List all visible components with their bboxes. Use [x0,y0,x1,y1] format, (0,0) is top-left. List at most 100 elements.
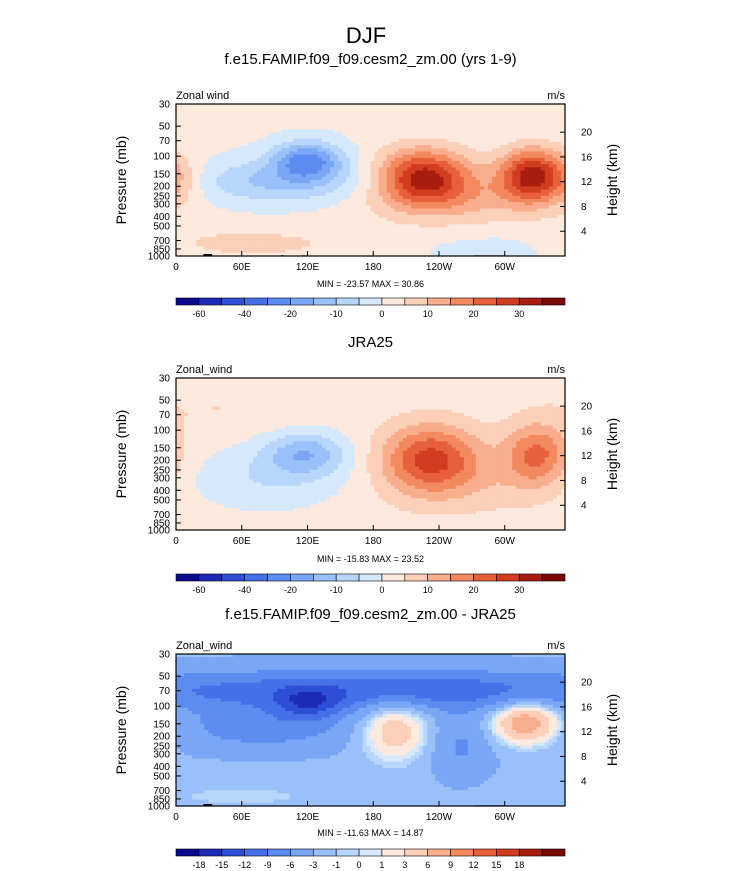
contour-cell [180,107,185,111]
contour-cell [338,186,343,191]
contour-cell [224,176,230,181]
contour-cell [536,164,542,168]
contour-cell [451,202,457,206]
contour-cell [415,154,420,159]
y-tick-label: 500 [153,221,170,232]
contour-cell [382,208,388,213]
contour-cell [471,246,477,251]
contour-cell [297,132,303,137]
contour-cell [423,252,428,257]
contour-cell [188,180,193,184]
contour-cell [415,157,420,162]
contour-cell [329,138,335,143]
contour-cell [415,208,420,213]
contour-cell [524,161,530,165]
contour-cell [232,104,238,108]
contour-cell [176,161,181,165]
contour-cell [301,104,307,108]
contour-cell [467,135,473,140]
contour-cell [500,164,505,168]
contour-cell [552,252,558,257]
contour-cell [471,135,477,140]
contour-cell [216,252,222,257]
contour-cell [532,211,538,216]
contour-cell [176,148,181,153]
contour-cell [350,119,355,124]
contour-cell [350,154,355,159]
contour-cell [431,208,436,213]
contour-cell [342,129,347,134]
contour-cell [439,126,445,130]
contour-cell [334,176,339,181]
contour-cell [277,252,282,257]
contour-cell [244,132,250,137]
contour-cell [228,157,234,162]
contour-cell [459,214,465,219]
contour-cell [309,230,315,235]
contour-cell [289,186,295,191]
contour-cell [443,154,449,159]
contour-cell [552,249,558,254]
contour-cell [483,249,489,254]
contour-cell [248,192,254,197]
contour-cell [463,199,469,203]
contour-cell [463,249,469,254]
contour-cell [273,246,278,251]
contour-cell [402,205,408,210]
contour-cell [374,199,380,203]
contour-cell [540,142,546,146]
contour-cell [224,119,230,124]
contour-cell [556,161,562,165]
contour-cell [244,233,250,238]
contour-cell [475,246,481,251]
contour-cell [309,116,315,121]
contour-cell [208,113,214,118]
contour-cell [475,135,481,140]
contour-cell [504,176,509,181]
contour-cell [467,186,473,191]
contour-cell [200,157,205,162]
contour-cell [200,199,205,203]
contour-cell [556,199,562,203]
contour-cell [544,116,550,121]
contour-cell [277,249,282,254]
contour-cell [483,211,489,216]
contour-cell [196,246,201,251]
contour-cell [524,384,530,389]
contour-cell [451,246,457,251]
contour-cell [208,116,214,121]
contour-cell [443,208,449,213]
contour-cell [273,195,278,200]
contour-cell [184,154,189,159]
contour-cell [240,221,246,225]
contour-cell [471,195,477,200]
contour-cell [552,164,558,168]
contour-cell [265,138,270,143]
contour-cell [216,243,222,248]
contour-cell [313,154,319,159]
contour-cell [301,164,307,168]
contour-cell [544,189,550,194]
contour-cell [532,135,538,140]
contour-cell [467,237,473,241]
contour-cell [455,233,461,238]
contour-cell [544,381,550,385]
contour-cell [184,237,189,241]
contour-cell [556,211,562,216]
contour-cell [483,170,489,175]
contour-cell [423,233,428,238]
contour-cell [556,240,562,244]
contour-cell [556,116,562,121]
contour-cell [459,208,465,213]
contour-cell [516,195,522,200]
contour-cell [431,119,436,124]
contour-cell [406,135,412,140]
contour-cell [451,180,457,184]
contour-cell [492,138,497,143]
contour-cell [439,378,445,382]
contour-cell [447,145,453,149]
contour-cell [236,148,242,153]
contour-cell [317,148,323,153]
contour-cell [455,148,461,153]
contour-cell [285,218,291,222]
